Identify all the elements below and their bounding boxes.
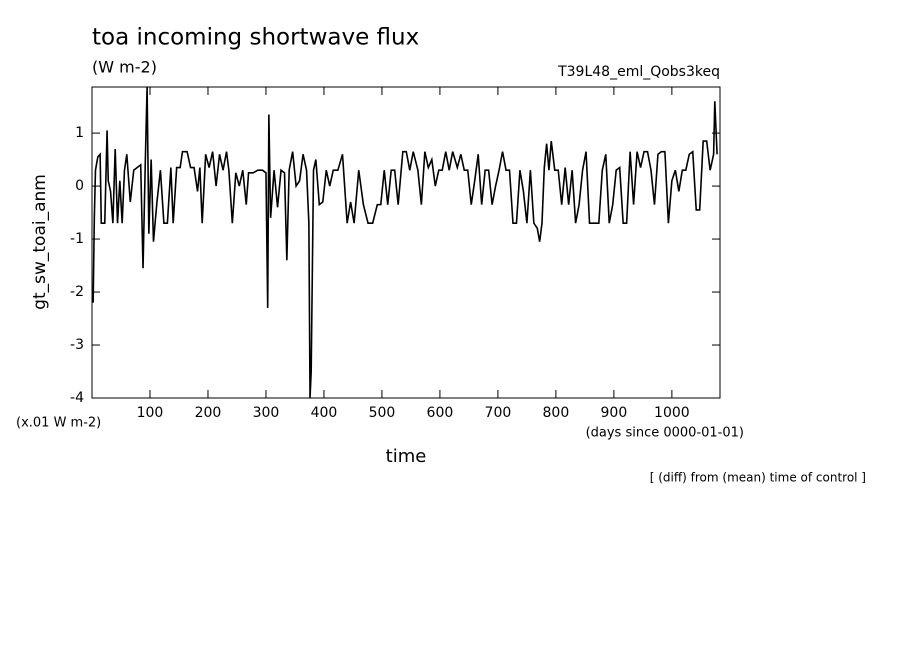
- chart-title: toa incoming shortwave flux: [92, 25, 419, 51]
- x-tick-label: 100: [137, 405, 164, 421]
- x-tick-label: 800: [543, 405, 570, 421]
- series-line: [92, 86, 718, 399]
- x-tick-label: 500: [369, 405, 396, 421]
- x-tick-label: 600: [427, 405, 454, 421]
- footnote: [ (diff) from (mean) time of control ]: [650, 471, 866, 485]
- y-unit: (x.01 W m-2): [16, 416, 101, 431]
- x-tick-label: 900: [601, 405, 628, 421]
- x-axis-label: time: [386, 446, 427, 467]
- x-tick-label: 400: [311, 405, 338, 421]
- y-tick-label: 1: [75, 125, 84, 141]
- plot-frame: [91, 86, 721, 399]
- annotation: T39L48_eml_Qobs3keq: [557, 64, 720, 80]
- y-tick-label: -2: [70, 284, 84, 300]
- y-tick-label: -3: [70, 337, 84, 353]
- x-unit: (days since 0000-01-01): [586, 426, 744, 441]
- x-tick-label: 300: [253, 405, 280, 421]
- x-tick-label: 200: [195, 405, 222, 421]
- x-tick-label: 1000: [654, 405, 690, 421]
- x-tick-label: 700: [485, 405, 512, 421]
- y-tick-label: -1: [70, 231, 84, 247]
- subtitle: (W m-2): [92, 58, 157, 77]
- y-tick-label: -4: [70, 390, 84, 406]
- y-axis-label: gt_sw_toai_anm: [30, 174, 50, 310]
- y-tick-label: 0: [75, 178, 84, 194]
